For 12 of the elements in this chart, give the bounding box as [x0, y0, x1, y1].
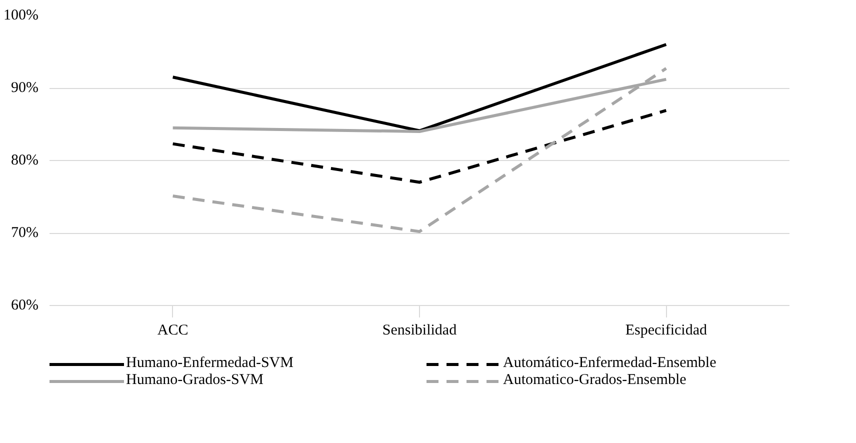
y-tick-label: 60%: [11, 298, 39, 314]
legend-label: Humano-Enfermedad-SVM: [126, 355, 294, 372]
y-tick-label: 90%: [11, 80, 39, 96]
legend-label: Automático-Enfermedad-Ensemble: [503, 355, 718, 372]
y-tick-label: 70%: [11, 225, 39, 241]
legend-label: Automatico-Grados-Ensemble: [503, 372, 688, 389]
legend-label: Humano-Grados-SVM: [126, 372, 264, 389]
x-tick-label: Sensibilidad: [382, 322, 458, 338]
y-tick-label: 80%: [11, 152, 39, 168]
x-tick-label: Especificidad: [625, 322, 708, 338]
y-tick-label: 100%: [4, 8, 39, 24]
x-tick-label: ACC: [157, 322, 188, 338]
